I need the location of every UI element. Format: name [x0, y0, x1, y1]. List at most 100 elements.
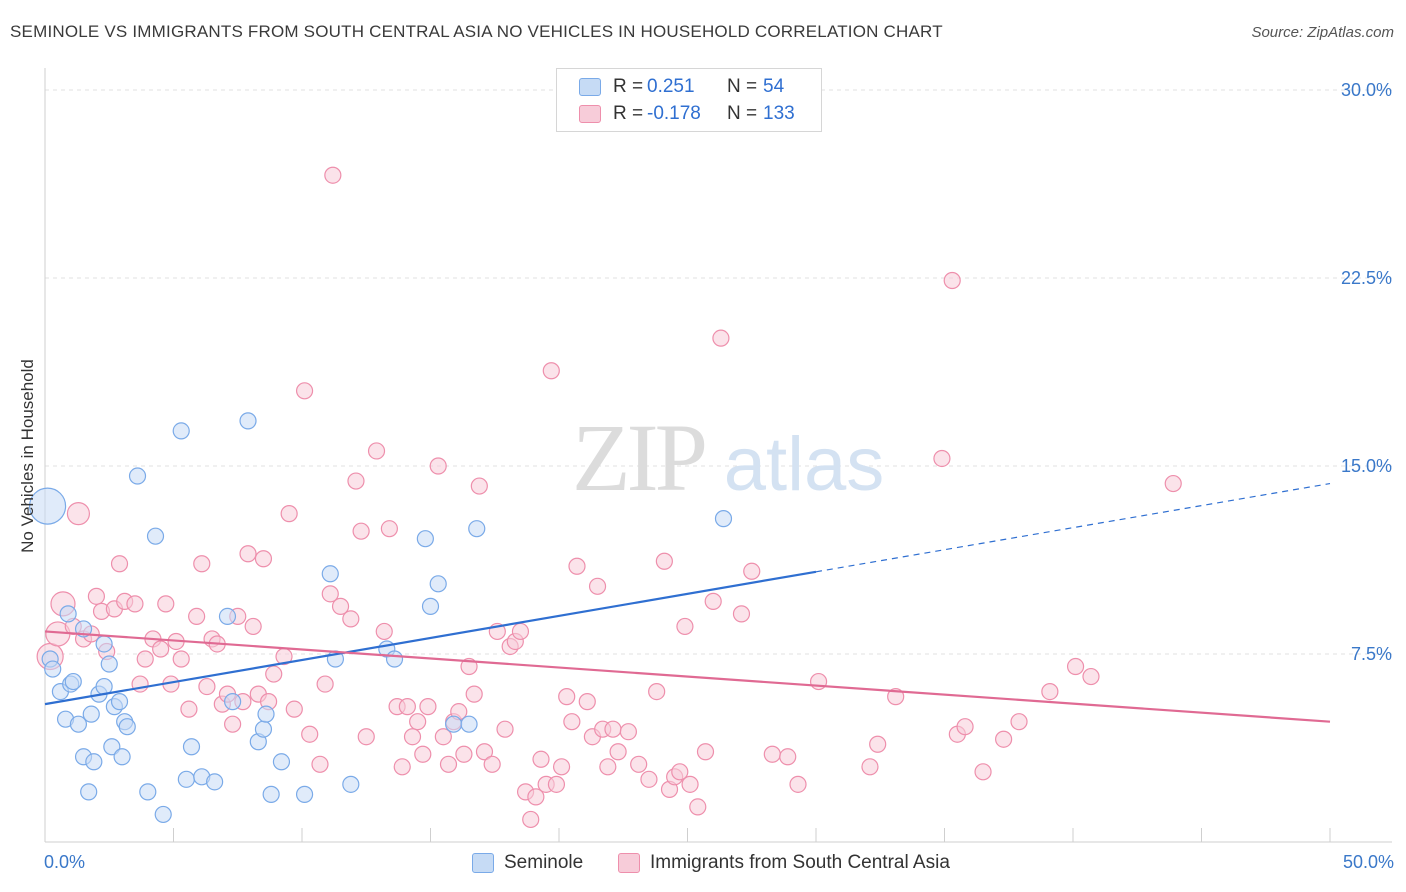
data-point — [321, 585, 339, 603]
data-point — [367, 442, 386, 460]
data-point — [599, 758, 617, 776]
data-point — [743, 562, 761, 580]
data-point — [933, 449, 951, 468]
data-point — [95, 635, 113, 653]
data-point — [552, 758, 571, 776]
data-point — [714, 510, 733, 528]
trend-lines — [44, 482, 1331, 723]
data-point — [126, 595, 144, 613]
data-point — [789, 775, 807, 793]
data-point — [416, 530, 434, 548]
stats-box: R = 0.251 N = 54 R = -0.178 N = 133 — [556, 68, 822, 132]
y-tick-label: 15.0% — [1341, 456, 1392, 476]
data-point — [609, 743, 627, 761]
data-point — [295, 382, 314, 400]
data-point — [1041, 682, 1059, 701]
data-point — [316, 675, 334, 693]
y-axis-label: No Vehicles in Household — [18, 359, 37, 553]
y-tick-labels: 7.5% 15.0% 22.5% 30.0% — [1341, 80, 1392, 664]
n-label: N = — [727, 76, 758, 97]
data-point — [532, 750, 550, 768]
data-point — [563, 713, 581, 731]
data-point — [465, 685, 483, 703]
data-point — [439, 755, 458, 773]
data-point — [321, 565, 339, 583]
data-point — [262, 785, 280, 803]
data-point — [301, 725, 319, 743]
data-point — [177, 770, 195, 788]
data-point — [342, 610, 360, 628]
data-point — [59, 605, 77, 623]
data-point — [943, 271, 961, 290]
r-value: -0.178 — [647, 103, 701, 124]
data-point — [604, 720, 622, 738]
seminole-swatch — [579, 78, 601, 96]
immigrants-swatch — [579, 105, 601, 123]
data-point — [655, 552, 673, 570]
y-tick-label: 30.0% — [1341, 80, 1392, 100]
data-point — [542, 362, 560, 380]
data-point — [648, 682, 666, 701]
data-point — [619, 723, 637, 741]
r-label: R = — [613, 103, 644, 124]
data-point — [347, 472, 365, 490]
data-point — [82, 705, 100, 723]
data-point — [398, 698, 416, 716]
legend-item-immigrants[interactable]: Immigrants from South Central Asia — [618, 852, 950, 874]
n-label: N = — [727, 103, 758, 124]
data-point — [475, 743, 494, 761]
data-point — [193, 555, 211, 573]
seminole-legend-swatch — [472, 853, 494, 873]
data-point — [324, 166, 342, 184]
data-point — [455, 745, 473, 763]
data-point — [157, 595, 175, 613]
data-point — [522, 810, 540, 829]
data-point — [87, 587, 106, 605]
data-point — [468, 520, 486, 538]
data-point — [244, 617, 262, 636]
legend-item-seminole[interactable]: Seminole — [472, 852, 583, 874]
n-value: 54 — [763, 76, 785, 97]
data-point — [704, 592, 722, 610]
axes — [44, 68, 1392, 843]
data-point — [403, 728, 422, 746]
data-point — [630, 755, 648, 773]
data-point — [676, 617, 694, 636]
data-point — [113, 748, 131, 766]
source-label: Source: ZipAtlas.com — [1251, 24, 1394, 41]
data-point — [103, 738, 121, 756]
data-point — [421, 597, 440, 615]
data-point — [188, 607, 206, 626]
data-point — [409, 713, 427, 731]
data-point — [995, 730, 1013, 748]
chart-title: SEMINOLE VS IMMIGRANTS FROM SOUTH CENTRA… — [10, 22, 943, 41]
data-point — [640, 770, 658, 788]
data-point — [80, 783, 98, 801]
data-point — [956, 718, 974, 736]
data-point — [128, 467, 147, 485]
series-seminole-points — [28, 412, 733, 824]
stats-row-seminole: R = 0.251 N = 54 — [579, 74, 784, 100]
data-point — [1164, 474, 1182, 493]
data-point — [470, 477, 488, 495]
data-point — [342, 775, 360, 793]
data-point — [265, 665, 283, 683]
data-point — [239, 412, 257, 430]
data-point — [511, 622, 530, 641]
data-point — [224, 715, 242, 733]
data-point — [445, 715, 463, 733]
data-point — [85, 753, 103, 771]
data-point — [887, 688, 905, 706]
data-point — [527, 788, 545, 806]
data-point — [1066, 657, 1085, 676]
data-point — [696, 743, 715, 761]
data-point — [568, 557, 586, 575]
grid-lines — [45, 89, 1392, 655]
data-point — [110, 555, 129, 573]
data-point — [414, 745, 432, 763]
data-point — [588, 577, 607, 595]
data-point — [146, 527, 165, 545]
data-point — [547, 775, 566, 793]
data-point — [295, 785, 314, 803]
watermark-atlas: atlas — [724, 422, 885, 507]
